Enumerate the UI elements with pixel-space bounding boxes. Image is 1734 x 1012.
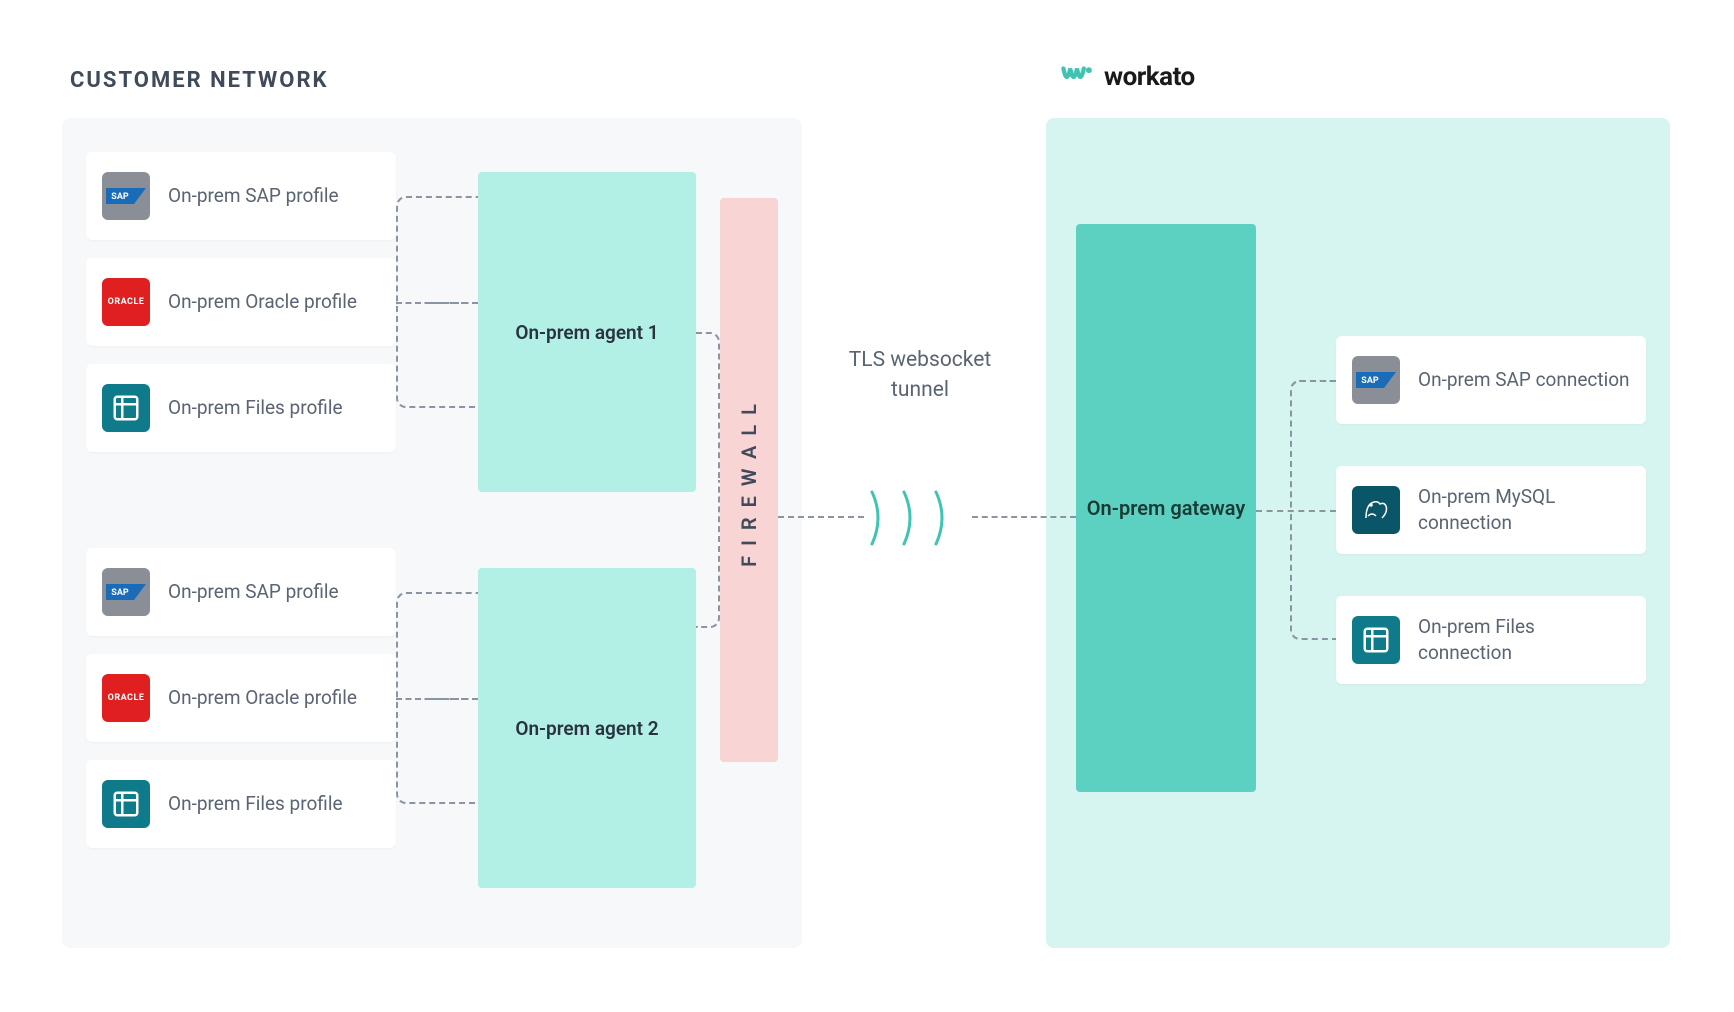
- connection-card-files: On-prem Files connection: [1336, 596, 1646, 684]
- profile-label: On-prem Files profile: [168, 395, 343, 421]
- files-icon: [102, 780, 150, 828]
- connection-card-sap: SAP On-prem SAP connection: [1336, 336, 1646, 424]
- profile-label: On-prem Oracle profile: [168, 289, 357, 315]
- workato-logo: workato: [1060, 62, 1195, 92]
- connector-line: [972, 516, 1076, 518]
- connector-line: [1290, 380, 1336, 510]
- svg-text:SAP: SAP: [111, 588, 129, 598]
- connector-line: [1290, 510, 1336, 640]
- profile-label: On-prem SAP profile: [168, 579, 339, 605]
- profile-card-oracle-2: ORACLE On-prem Oracle profile: [86, 654, 396, 742]
- profile-label: On-prem Files profile: [168, 791, 343, 817]
- agent-1-label: On-prem agent 1: [515, 321, 658, 344]
- files-icon: [102, 384, 150, 432]
- sap-icon: SAP: [102, 568, 150, 616]
- gateway-label: On-prem gateway: [1087, 494, 1246, 522]
- profile-label: On-prem Oracle profile: [168, 685, 357, 711]
- tls-wave-icon: [870, 488, 952, 548]
- profile-card-files-2: On-prem Files profile: [86, 760, 396, 848]
- profile-card-oracle-1: ORACLE On-prem Oracle profile: [86, 258, 396, 346]
- profile-label: On-prem SAP profile: [168, 183, 339, 209]
- workato-logo-text: workato: [1104, 62, 1195, 92]
- agent-2-label: On-prem agent 2: [515, 717, 658, 740]
- oracle-icon: ORACLE: [102, 674, 150, 722]
- connection-label: On-prem MySQL connection: [1418, 484, 1630, 535]
- agent-2-box: On-prem agent 2: [478, 568, 696, 888]
- connector-line: [778, 516, 864, 518]
- firewall-box: FIREWALL: [720, 198, 778, 762]
- workato-logo-icon: [1060, 63, 1094, 91]
- oracle-icon: ORACLE: [102, 278, 150, 326]
- sap-icon: SAP: [1352, 356, 1400, 404]
- customer-network-heading: CUSTOMER NETWORK: [70, 68, 329, 93]
- sap-icon: SAP: [102, 172, 150, 220]
- agent-1-box: On-prem agent 1: [478, 172, 696, 492]
- connection-card-mysql: On-prem MySQL connection: [1336, 466, 1646, 554]
- profile-card-files-1: On-prem Files profile: [86, 364, 396, 452]
- gateway-box: On-prem gateway: [1076, 224, 1256, 792]
- mysql-icon: [1352, 486, 1400, 534]
- connector-line: [696, 332, 720, 480]
- connection-label: On-prem Files connection: [1418, 614, 1630, 665]
- connector-line: [428, 698, 478, 700]
- connector-line: [396, 592, 478, 698]
- connector-line: [396, 302, 478, 408]
- tls-tunnel-label: TLS websocket tunnel: [830, 345, 1010, 406]
- svg-text:SAP: SAP: [111, 192, 129, 202]
- connection-label: On-prem SAP connection: [1418, 367, 1630, 393]
- firewall-label: FIREWALL: [737, 394, 761, 567]
- connector-line: [396, 196, 478, 302]
- profile-card-sap-1: SAP On-prem SAP profile: [86, 152, 396, 240]
- svg-text:SAP: SAP: [1361, 376, 1379, 386]
- connector-line: [396, 698, 478, 804]
- connector-line: [428, 302, 478, 304]
- files-icon: [1352, 616, 1400, 664]
- connector-line: [696, 480, 720, 628]
- profile-card-sap-2: SAP On-prem SAP profile: [86, 548, 396, 636]
